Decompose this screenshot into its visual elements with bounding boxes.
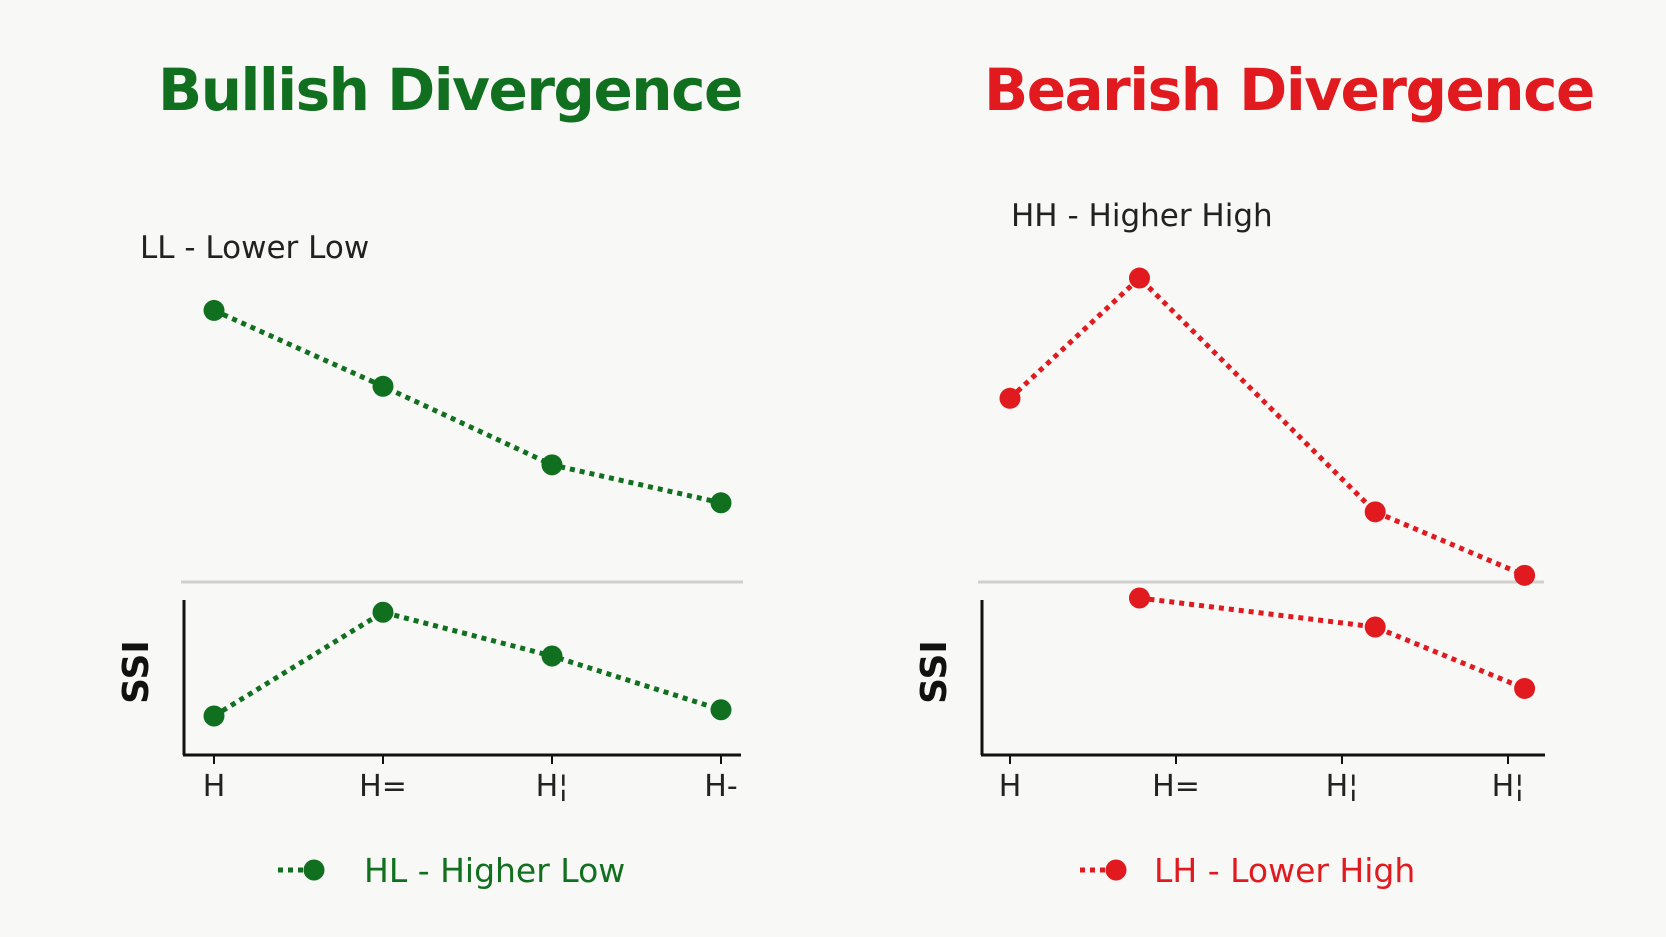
legend-marker — [1105, 859, 1127, 881]
price-point — [1364, 501, 1386, 523]
bearish-title: Bearish Divergence — [984, 56, 1595, 124]
price-point — [372, 375, 394, 397]
price-point — [1128, 267, 1150, 289]
indicator-line — [212, 609, 722, 719]
indicator-axis-label: SSI — [116, 640, 157, 704]
indicator-line — [1139, 595, 1526, 691]
legend-marker — [303, 859, 325, 881]
price-point — [999, 387, 1021, 409]
x-tick-label: H¦ — [1492, 769, 1525, 804]
x-tick-label: H¦ — [1326, 769, 1359, 804]
price-annotation: LL - Lower Low — [140, 230, 369, 266]
price-line — [1008, 275, 1526, 578]
legend-label: LH - Lower High — [1154, 851, 1415, 890]
indicator-point — [1128, 587, 1150, 609]
x-tick-label: H= — [359, 769, 407, 804]
price-annotation: HH - Higher High — [1011, 198, 1273, 234]
x-tick-label: H- — [704, 769, 737, 804]
indicator-point — [541, 645, 563, 667]
bullish-title: Bullish Divergence — [158, 56, 743, 124]
legend-label: HL - Higher Low — [364, 851, 625, 890]
indicator-axis-label: SSI — [914, 640, 955, 704]
indicator-point — [1364, 616, 1386, 638]
price-point — [1514, 564, 1536, 586]
indicator-point — [372, 601, 394, 623]
indicator-point — [710, 699, 732, 721]
x-tick-label: H — [203, 769, 226, 804]
price-point — [710, 492, 732, 514]
x-tick-label: H¦ — [536, 769, 569, 804]
indicator-point — [1514, 677, 1536, 699]
price-point — [541, 454, 563, 476]
x-tick-label: H — [999, 769, 1022, 804]
indicator-point — [203, 705, 225, 727]
x-tick-label: H= — [1152, 769, 1200, 804]
price-line — [212, 308, 722, 506]
price-point — [203, 299, 225, 321]
